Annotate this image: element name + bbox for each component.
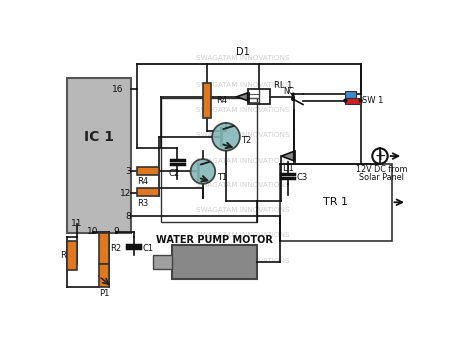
Bar <box>153 255 172 269</box>
Bar <box>203 83 210 118</box>
Text: 9: 9 <box>113 227 119 236</box>
Bar <box>172 245 257 279</box>
Circle shape <box>344 99 346 102</box>
Text: R2: R2 <box>110 244 122 253</box>
Text: SWAGATAM INNOVATIONS: SWAGATAM INNOVATIONS <box>196 182 290 188</box>
Text: R4: R4 <box>137 177 148 186</box>
Text: P1: P1 <box>99 289 109 298</box>
Bar <box>137 167 159 174</box>
Text: C3: C3 <box>297 173 308 182</box>
Text: SWAGATAM INNOVATIONS: SWAGATAM INNOVATIONS <box>196 232 290 238</box>
Bar <box>280 164 392 241</box>
Text: SWAGATAM INNOVATIONS: SWAGATAM INNOVATIONS <box>196 158 290 164</box>
Bar <box>99 233 109 264</box>
Text: SWAGATAM INNOVATIONS: SWAGATAM INNOVATIONS <box>196 132 290 138</box>
Text: 11: 11 <box>71 219 83 228</box>
Text: T1: T1 <box>217 173 227 182</box>
Text: T2: T2 <box>241 136 252 145</box>
Text: C2: C2 <box>168 169 179 177</box>
Polygon shape <box>282 151 294 161</box>
Text: 10: 10 <box>87 227 99 236</box>
Text: D1: D1 <box>236 47 250 57</box>
Text: SWAGATAM INNOVATIONS: SWAGATAM INNOVATIONS <box>196 107 290 113</box>
Text: SWAGATAM INNOVATIONS: SWAGATAM INNOVATIONS <box>196 82 290 88</box>
Circle shape <box>359 99 362 102</box>
Text: +: + <box>374 149 386 163</box>
Text: SWAGATAM INNOVATIONS: SWAGATAM INNOVATIONS <box>196 55 290 61</box>
Text: R3: R3 <box>137 199 149 208</box>
Text: NC: NC <box>283 87 294 96</box>
Text: SWAGATAM INNOVATIONS: SWAGATAM INNOVATIONS <box>196 207 290 213</box>
Bar <box>248 89 270 104</box>
Circle shape <box>292 93 294 96</box>
Text: 12V DC from: 12V DC from <box>356 165 407 174</box>
Text: Solar Panel: Solar Panel <box>359 173 404 182</box>
Circle shape <box>191 159 215 184</box>
Polygon shape <box>237 93 247 101</box>
Bar <box>346 98 361 104</box>
Text: SW 1: SW 1 <box>362 96 383 105</box>
Text: D1: D1 <box>282 164 293 173</box>
Bar <box>137 188 159 196</box>
Circle shape <box>212 123 240 151</box>
Text: 8: 8 <box>126 212 131 221</box>
Text: R: R <box>60 251 66 260</box>
Text: 3: 3 <box>126 167 131 176</box>
Text: RL 1: RL 1 <box>273 81 292 91</box>
Bar <box>99 264 109 287</box>
Text: IC 1: IC 1 <box>84 130 114 144</box>
Text: SWAGATAM INNOVATIONS: SWAGATAM INNOVATIONS <box>196 258 290 264</box>
Text: R4: R4 <box>216 96 227 105</box>
Text: 16: 16 <box>112 84 124 94</box>
Text: WATER PUMP MOTOR: WATER PUMP MOTOR <box>156 235 273 245</box>
Text: TR 1: TR 1 <box>323 197 348 207</box>
Bar <box>66 77 131 233</box>
Bar <box>66 241 77 270</box>
Text: 12: 12 <box>120 189 131 197</box>
Bar <box>161 98 257 221</box>
Text: C1: C1 <box>143 244 154 253</box>
Bar <box>346 91 356 98</box>
